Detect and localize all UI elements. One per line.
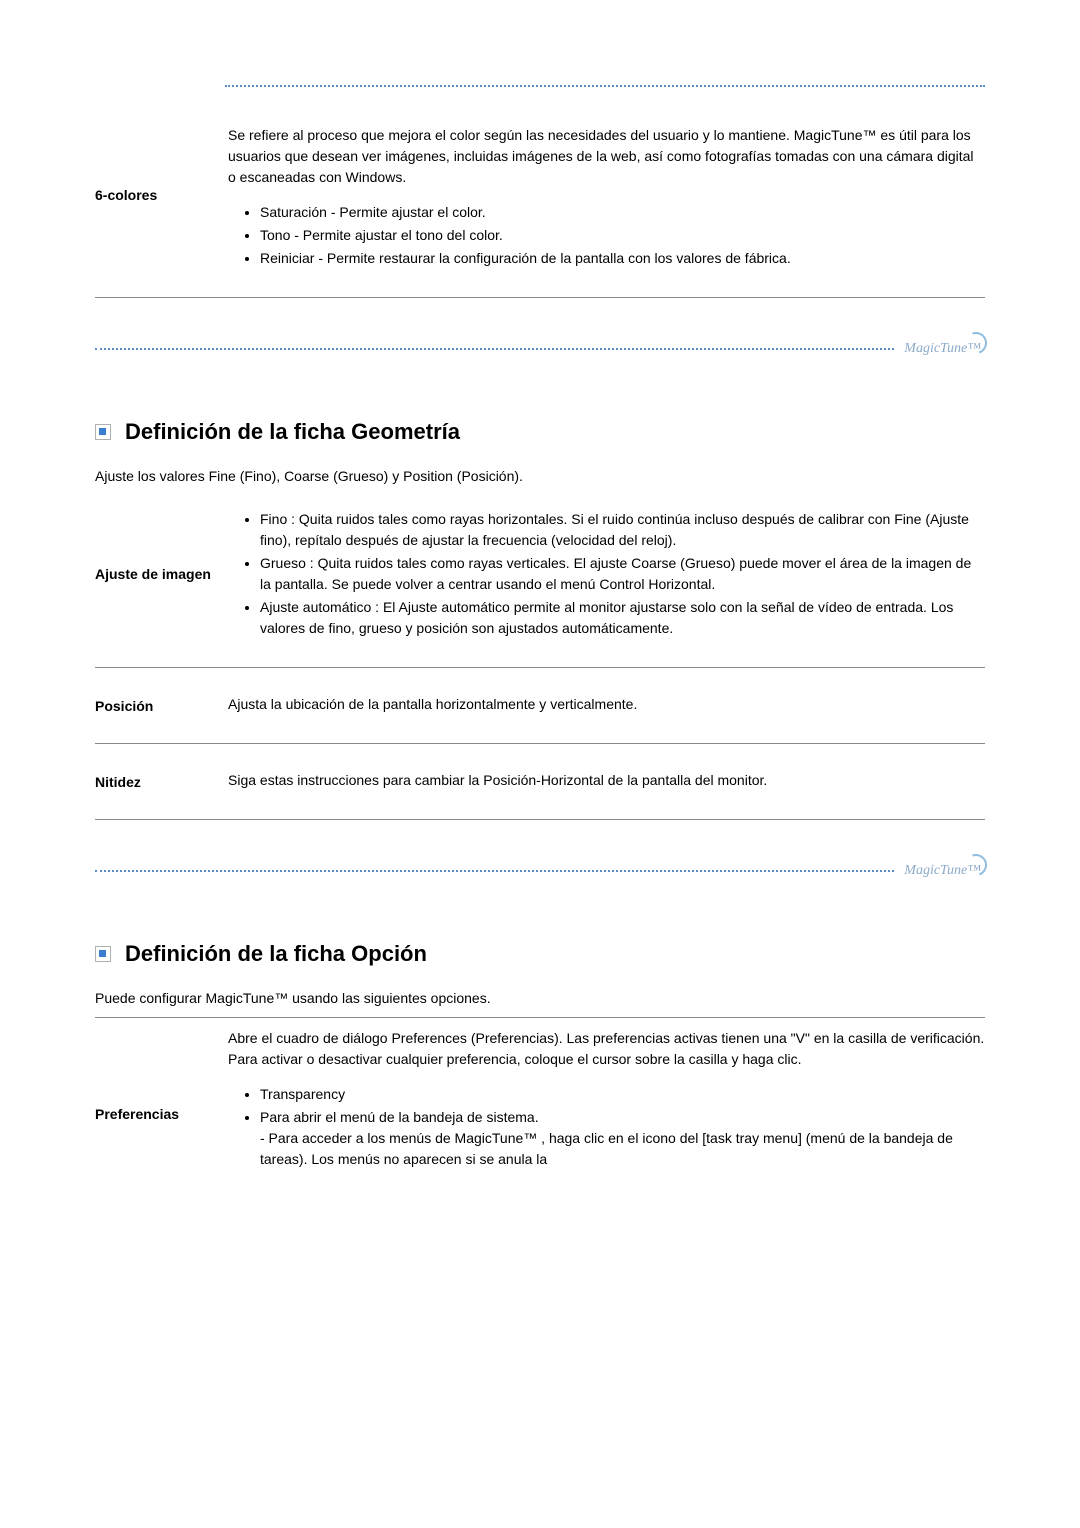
row-content-6-colores: Se refiere al proceso que mejora el colo…	[228, 125, 985, 271]
bullet-item: Grueso : Quita ruidos tales como rayas v…	[260, 553, 985, 595]
section-sub-opcion: Puede configurar MagicTune™ usando las s…	[95, 988, 985, 1009]
intro-6-colores: Se refiere al proceso que mejora el colo…	[228, 125, 985, 188]
section-geometria-rows: Ajuste de imagen Fino : Quita ruidos tal…	[95, 491, 985, 820]
bullet-text: Para abrir el menú de la bandeja de sist…	[260, 1109, 539, 1125]
bullet-item: Para abrir el menú de la bandeja de sist…	[260, 1107, 985, 1170]
row-nitidez: Nitidez Siga estas instrucciones para ca…	[95, 756, 985, 807]
bullet-item: Ajuste automático : El Ajuste automático…	[260, 597, 985, 639]
text-posicion: Ajusta la ubicación de la pantalla horiz…	[228, 696, 637, 712]
solid-separator	[95, 743, 985, 744]
row-content-posicion: Ajusta la ubicación de la pantalla horiz…	[228, 694, 985, 715]
section-bullet-icon	[95, 424, 111, 440]
magictune-logo: MagicTune™	[904, 338, 985, 359]
bullets-ajuste-imagen: Fino : Quita ruidos tales como rayas hor…	[228, 509, 985, 639]
dotted-separator-short	[225, 85, 985, 87]
row-content-preferencias: Abre el cuadro de diálogo Preferences (P…	[228, 1028, 985, 1172]
row-content-nitidez: Siga estas instrucciones para cambiar la…	[228, 770, 985, 791]
row-label-ajuste-imagen: Ajuste de imagen	[95, 562, 228, 585]
row-content-ajuste-imagen: Fino : Quita ruidos tales como rayas hor…	[228, 505, 985, 641]
solid-separator	[95, 667, 985, 668]
section-title-geometria: Definición de la ficha Geometría	[125, 415, 460, 448]
bullets-6-colores: Saturación - Permite ajustar el color. T…	[228, 202, 985, 269]
solid-separator	[95, 297, 985, 298]
solid-separator	[95, 819, 985, 820]
bullet-item: Fino : Quita ruidos tales como rayas hor…	[260, 509, 985, 551]
row-label-posicion: Posición	[95, 694, 228, 717]
row-ajuste-imagen: Ajuste de imagen Fino : Quita ruidos tal…	[95, 491, 985, 655]
section-sub-geometria: Ajuste los valores Fine (Fino), Coarse (…	[95, 466, 985, 487]
text-nitidez: Siga estas instrucciones para cambiar la…	[228, 772, 767, 788]
section-head-geometria: Definición de la ficha Geometría	[95, 415, 985, 448]
dotted-separator-logo: MagicTune™	[95, 338, 985, 359]
dotted-line	[95, 870, 894, 872]
row-posicion: Posición Ajusta la ubicación de la panta…	[95, 680, 985, 731]
section-title-opcion: Definición de la ficha Opción	[125, 937, 427, 970]
bullet-item: Saturación - Permite ajustar el color.	[260, 202, 985, 223]
dotted-separator-logo: MagicTune™	[95, 860, 985, 881]
bullet-item: Reiniciar - Permite restaurar la configu…	[260, 248, 985, 269]
bullets-preferencias: Transparency Para abrir el menú de la ba…	[228, 1084, 985, 1170]
magictune-logo: MagicTune™	[904, 860, 985, 881]
row-label-preferencias: Preferencias	[95, 1028, 228, 1125]
dotted-line	[95, 348, 894, 350]
section-bullet-icon	[95, 946, 111, 962]
row-label-6-colores: 6-colores	[95, 125, 228, 206]
bullet-item: Transparency	[260, 1084, 985, 1105]
sub-note-preferencias: - Para acceder a los menús de MagicTune™…	[260, 1130, 953, 1167]
row-6-colores: 6-colores Se refiere al proceso que mejo…	[95, 115, 985, 285]
row-preferencias: Preferencias Abre el cuadro de diálogo P…	[95, 1018, 985, 1186]
intro-preferencias: Abre el cuadro de diálogo Preferences (P…	[228, 1028, 985, 1070]
bullet-item: Tono - Permite ajustar el tono del color…	[260, 225, 985, 246]
section-head-opcion: Definición de la ficha Opción	[95, 937, 985, 970]
row-label-nitidez: Nitidez	[95, 770, 228, 793]
